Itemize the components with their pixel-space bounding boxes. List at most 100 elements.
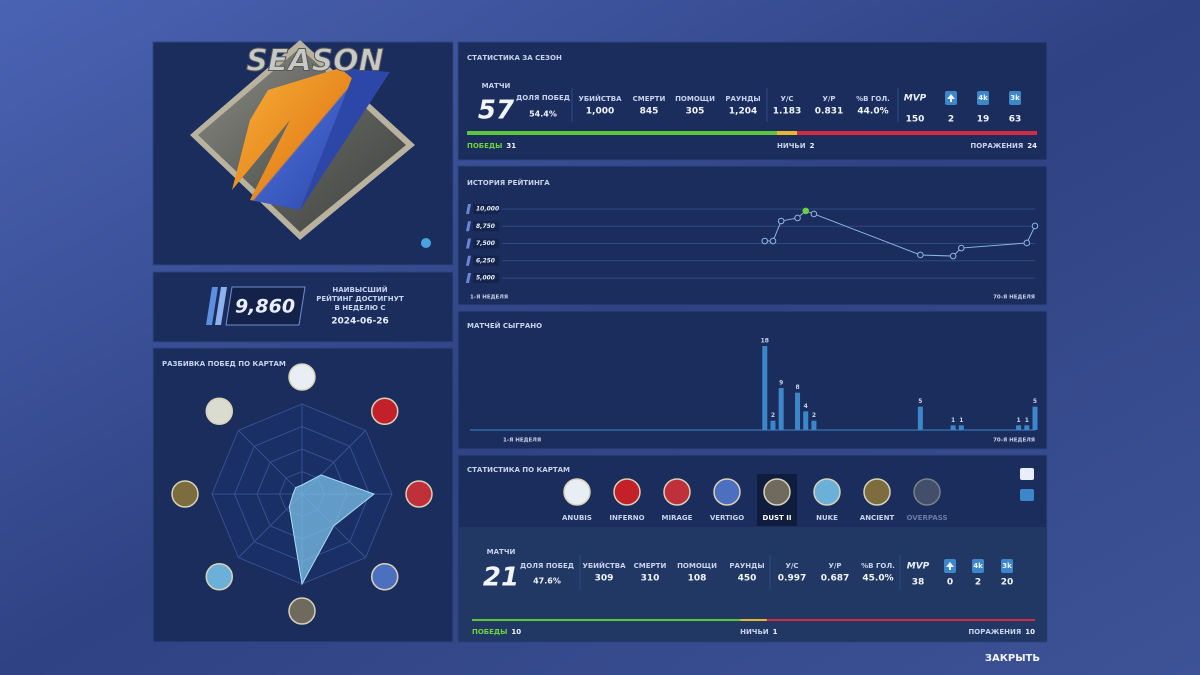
x-tick-label: 1-Я НЕДЕЛЯ	[470, 295, 508, 301]
bar	[770, 420, 776, 430]
map-tab-label[interactable]: OVERPASS	[906, 514, 947, 522]
map-icon[interactable]	[863, 478, 891, 506]
win-rate-label: ДОЛЯ ПОБЕД	[516, 94, 570, 102]
map-tab-label[interactable]: ANUBIS	[562, 514, 592, 522]
bar-label: 5	[918, 398, 922, 405]
y-tick-box	[473, 255, 499, 266]
rating-point	[1023, 239, 1031, 247]
bar	[762, 346, 768, 430]
stat-label: У/С	[785, 562, 798, 570]
map-icon[interactable]	[913, 478, 941, 506]
bar	[950, 425, 956, 430]
rating-emblem	[206, 286, 306, 326]
panel-title: СТАТИСТИКА ПО КАРТАМ	[467, 466, 570, 474]
rating-point	[761, 237, 769, 245]
stat-icon	[972, 559, 984, 573]
bar-label: 1	[1017, 417, 1021, 424]
y-tick-marker	[466, 238, 471, 249]
result-bar	[467, 131, 777, 135]
bar-label: 1	[959, 417, 963, 424]
radar-map-icon	[370, 562, 399, 591]
y-tick-label: 10,000	[476, 206, 499, 213]
close-button[interactable]: ЗАКРЫТЬ	[985, 653, 1040, 664]
stat-value: 2	[975, 578, 981, 588]
bar-label: 4	[804, 403, 808, 410]
win-rate-value: 47.6%	[533, 577, 561, 586]
stat-icon-label: 3k	[1002, 562, 1012, 570]
map-tab-label[interactable]: VERTIGO	[710, 514, 744, 522]
map-icon[interactable]	[813, 478, 841, 506]
map-tab-label[interactable]: NUKE	[816, 514, 838, 522]
stat-value: 150	[906, 115, 925, 125]
result-bar	[797, 131, 1037, 135]
matches-value: 57	[478, 96, 515, 126]
map-tab-label[interactable]: INFERNO	[609, 514, 644, 522]
map-tab-label[interactable]: DUST II	[763, 514, 792, 522]
stat-label: РАУНДЫ	[729, 562, 764, 570]
bar	[917, 406, 923, 430]
stat-value: 20	[1001, 578, 1014, 588]
stat-value: 63	[1009, 115, 1022, 125]
map-tab-label[interactable]: ANCIENT	[860, 514, 895, 522]
map-icon[interactable]	[563, 478, 591, 506]
result-value: 1	[773, 628, 778, 636]
result-bar	[777, 131, 797, 135]
stat-label: ПОМОЩИ	[677, 562, 717, 570]
stat-value: 44.0%	[857, 107, 888, 117]
y-tick-box	[473, 204, 499, 214]
matches-panel	[457, 310, 1048, 450]
stat-value: 45.0%	[862, 574, 893, 584]
stat-label: ПОМОЩИ	[675, 95, 715, 103]
rating-point	[802, 207, 810, 215]
stat-value: 0.687	[821, 574, 849, 584]
panel-title: РАЗБИВКА ПОБЕД ПО КАРТАМ	[162, 360, 286, 368]
radar-map-icon	[288, 363, 316, 391]
radar-map-icon	[205, 562, 234, 591]
map-icon[interactable]	[713, 478, 741, 506]
rating-point	[917, 251, 924, 259]
map-tab-label[interactable]: MIRAGE	[662, 514, 693, 522]
stat-value: 310	[641, 574, 660, 584]
stat-label: %В ГОЛ.	[861, 562, 895, 570]
stat-icon	[1009, 91, 1021, 105]
zoom-icon[interactable]	[421, 238, 431, 248]
stat-icon-label: MVP	[907, 562, 930, 572]
stat-icon	[977, 91, 989, 105]
y-tick-label: 8,750	[476, 223, 495, 230]
map-icon[interactable]	[763, 478, 791, 506]
stat-value: 0.997	[778, 574, 806, 584]
rating-point	[777, 217, 785, 225]
stat-icon-label: 4k	[978, 94, 988, 102]
y-tick-marker	[466, 255, 471, 266]
bar-label: 18	[761, 338, 769, 345]
stat-label: У/С	[780, 95, 793, 103]
spade-icon	[946, 562, 954, 570]
stat-label: УБИЙСТВА	[578, 94, 622, 103]
result-value: 24	[1027, 142, 1037, 150]
result-value: 10	[511, 628, 521, 636]
result-label: НИЧЬИ	[740, 628, 769, 636]
stat-label: РАУНДЫ	[725, 95, 760, 103]
stat-icon	[1001, 559, 1013, 573]
map-icon[interactable]	[663, 478, 691, 506]
bar-label: 2	[812, 412, 816, 419]
result-value: 10	[1025, 628, 1035, 636]
bar-label: 5	[1033, 398, 1037, 405]
map-icon[interactable]	[613, 478, 641, 506]
radar-map-icon	[171, 480, 199, 508]
matches-label: МАТЧИ	[487, 548, 516, 556]
view-toggle-grid[interactable]	[1020, 489, 1034, 501]
best-rating-caption: РЕЙТИНГ ДОСТИГНУТ	[316, 294, 404, 303]
radar-map-icon	[405, 480, 433, 508]
view-toggle-list[interactable]	[1020, 468, 1034, 480]
bar-label: 1	[1025, 417, 1029, 424]
stat-value: 1,000	[586, 107, 614, 117]
stat-value: 309	[595, 574, 614, 584]
rating-point	[1031, 222, 1039, 230]
radar-map-icon	[205, 397, 234, 426]
stat-icon-label: MVP	[904, 94, 927, 104]
panel-title: СТАТИСТИКА ЗА СЕЗОН	[467, 54, 562, 62]
stat-label: У/Р	[822, 95, 835, 103]
matches-value: 21	[483, 563, 519, 593]
rating-point	[949, 252, 957, 260]
